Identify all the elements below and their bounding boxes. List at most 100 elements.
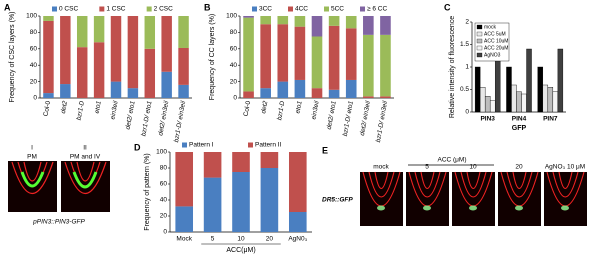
bar-segment (175, 206, 194, 232)
bar-segment (43, 16, 54, 21)
bar-segment (161, 71, 172, 98)
bar-segment (294, 79, 306, 98)
x-tick-label: Mock (176, 236, 192, 243)
bar (542, 84, 549, 113)
legend-swatch (248, 142, 253, 148)
image (452, 172, 495, 226)
bar-segment (260, 16, 271, 25)
y-axis-label: Relative intensity of fluorescence (449, 16, 456, 118)
bar-segment (178, 16, 189, 48)
y-tick-label: 60 (230, 46, 238, 53)
x-tick-label: PIN3 (480, 116, 495, 123)
gfp-signal (515, 205, 523, 211)
x-tick-label: Col-0 (43, 100, 53, 117)
bar-segment (345, 28, 357, 80)
legend-label: ACC 20uM (484, 45, 508, 51)
x-tick-label: 20 (266, 236, 274, 243)
bar-segment (243, 17, 254, 92)
bar-segment (380, 96, 391, 98)
x-tick-label: bzr1-D (276, 100, 286, 121)
bar-segment (232, 172, 250, 232)
legend-label: AgNO3 (484, 52, 501, 58)
y-tick-label: 80 (160, 165, 168, 172)
y-axis-label: Frequency of pattern (%) (144, 153, 151, 230)
x-tick-label: AgN0₃ (288, 236, 307, 243)
legend-label: 4CC (295, 6, 308, 13)
x-tick-label: 5 (211, 236, 215, 243)
bar (511, 84, 517, 113)
image-label: mock (373, 164, 389, 171)
bar-segment (144, 16, 156, 49)
label: I (31, 145, 33, 152)
y-tick-label: 60 (160, 181, 168, 188)
image (544, 172, 587, 226)
bar-segment (110, 16, 122, 82)
image (360, 172, 403, 226)
bar-segment (260, 152, 279, 168)
label: ACC (μM) (437, 157, 466, 164)
legend-label: ≥ 6 CC (367, 6, 387, 13)
gfp-signal (469, 205, 477, 211)
y-tick-label: 20 (160, 213, 168, 220)
bar (494, 53, 501, 113)
bar-segment (311, 36, 323, 89)
bar (506, 66, 512, 113)
bar-segment (76, 16, 88, 48)
legend-swatch (288, 6, 293, 12)
image (406, 172, 449, 226)
bar (557, 48, 564, 113)
image-label: AgNO₃ 10 μM (545, 164, 585, 171)
image-label: 20 (515, 164, 523, 171)
caption: DR5::GFP (322, 197, 353, 204)
panel-letter: C (444, 2, 451, 12)
bar-segment (328, 16, 340, 26)
bar (479, 87, 486, 113)
bar-segment (288, 152, 307, 212)
bar-segment (232, 152, 250, 172)
bar-segment (328, 89, 340, 98)
microscopy-d (8, 153, 110, 212)
image-label: 10 (469, 164, 477, 171)
bar-segment (203, 177, 222, 232)
bar-segment (363, 96, 374, 98)
bar (516, 91, 522, 113)
y-tick-label: 80 (30, 29, 38, 36)
x-tick-label: ein3eil (110, 100, 120, 120)
y-tick-label: 40 (30, 62, 38, 69)
bar-segment (127, 16, 139, 89)
bar-segment (127, 88, 139, 98)
legend-swatch (360, 6, 365, 12)
bar-segment (178, 47, 189, 85)
bar-segment (311, 88, 323, 98)
legend-label: 0 CSC (59, 6, 78, 13)
bar-segment (178, 84, 189, 98)
legend-swatch (476, 52, 483, 58)
bar (521, 93, 527, 113)
legend-label: 1 CSC (106, 6, 125, 13)
bar-segment (243, 91, 254, 98)
legend-label: 2 CSC (154, 6, 173, 13)
bar-segment (260, 88, 271, 98)
bar-segment (277, 81, 289, 98)
x-tick-label: Col-0 (243, 100, 253, 117)
bar-segment (288, 212, 307, 232)
y-tick-label: 1.5 (460, 41, 469, 48)
y-tick-label: 0 (465, 109, 469, 116)
x-tick-label: PIN4 (512, 116, 527, 123)
y-tick-label: 40 (230, 62, 238, 69)
bar (526, 48, 532, 113)
bar-segment (161, 16, 172, 72)
legend-swatch (52, 6, 57, 12)
bar-segment (76, 47, 88, 98)
x-tick-label: PIN7 (543, 116, 558, 123)
caption: pPIN3::PIN3-GFP (32, 219, 85, 226)
x-tick-label: bzr1-D/ eto1 (342, 100, 355, 137)
x-tick-label: det2/ ein3eil (359, 100, 372, 136)
bar-segment (277, 16, 289, 25)
legend-label: ACC 5uM (484, 31, 506, 37)
legend-label: 3CC (259, 6, 272, 13)
y-tick-label: 80 (230, 29, 238, 36)
bar-segment (380, 16, 391, 35)
bar (547, 87, 554, 113)
bar-segment (243, 16, 254, 18)
